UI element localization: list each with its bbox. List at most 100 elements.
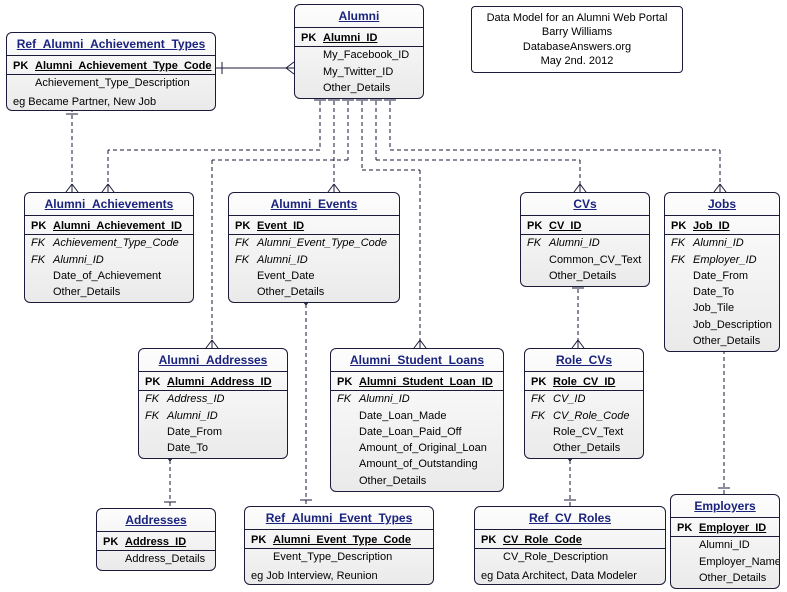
attr-name: Date_From bbox=[167, 425, 281, 439]
attr-row: Common_CV_Text bbox=[521, 252, 649, 268]
entity-ref_cv_roles: Ref_CV_Roles PKCV_Role_Code CV_Role_Descri… bbox=[474, 506, 666, 585]
attr-name: CV_Role_Description bbox=[503, 550, 659, 564]
attr-row: FKAddress_ID bbox=[139, 391, 287, 407]
key-col: FK bbox=[31, 253, 53, 267]
attr-name: Alumni_Achievement_ID bbox=[53, 219, 187, 233]
key-col bbox=[145, 425, 167, 439]
attr-name: Date_From bbox=[693, 269, 773, 283]
attr-row: Amount_of_Outstanding bbox=[331, 456, 503, 472]
entity-alumni_ach: Alumni_Achievements PKAlumni_Achievement_… bbox=[24, 192, 194, 303]
attr-name: Alumni_ID bbox=[167, 409, 281, 423]
key-col bbox=[235, 285, 257, 299]
attr-name: Alumni_ID bbox=[693, 236, 773, 250]
attr-name: Event_Date bbox=[257, 269, 393, 283]
entity-alumni: AlumniPKAlumni_IDMy_Facebook_IDMy_Twitte… bbox=[294, 4, 424, 99]
attr-row: Other_Details bbox=[665, 333, 779, 349]
attr-name: My_Twitter_ID bbox=[323, 65, 417, 79]
attr-name: Alumni_ID bbox=[699, 538, 773, 552]
key-col: PK bbox=[481, 533, 503, 547]
key-col: PK bbox=[671, 219, 693, 233]
attr-row: FKAlumni_ID bbox=[139, 408, 287, 424]
entity-title: Ref_Alumni_Event_Types bbox=[245, 507, 433, 530]
attr-row: PKJob_ID bbox=[665, 218, 779, 234]
entity-note: eg Data Architect, Data Modeler bbox=[475, 568, 665, 584]
attr-name: Job_Description bbox=[693, 318, 773, 332]
key-col bbox=[301, 65, 323, 79]
attr-row: Date_To bbox=[665, 284, 779, 300]
entity-title: Ref_CV_Roles bbox=[475, 507, 665, 530]
key-col: FK bbox=[31, 236, 53, 250]
attr-row: Date_From bbox=[139, 424, 287, 440]
key-col bbox=[301, 48, 323, 62]
attr-row: PKEmployer_ID bbox=[671, 520, 779, 536]
attr-row: CV_Role_Description bbox=[475, 549, 665, 565]
attr-row: Address_Details bbox=[97, 551, 215, 567]
key-col: FK bbox=[145, 392, 167, 406]
attr-row: PKAlumni_Achievement_Type_Code bbox=[7, 58, 215, 74]
attr-row: Amount_of_Original_Loan bbox=[331, 440, 503, 456]
key-col bbox=[531, 425, 553, 439]
attr-name: Alumni_Student_Loan_ID bbox=[359, 375, 497, 389]
key-col: FK bbox=[527, 236, 549, 250]
key-col: FK bbox=[671, 236, 693, 250]
entity-jobs: JobsPKJob_IDFKAlumni_IDFKEmployer_IDDate… bbox=[664, 192, 780, 352]
key-col bbox=[31, 269, 53, 283]
attr-name: CV_ID bbox=[549, 219, 643, 233]
key-col bbox=[677, 555, 699, 569]
attr-row: Event_Type_Description bbox=[245, 549, 433, 565]
key-col bbox=[671, 318, 693, 332]
attr-name: Employer_Name bbox=[699, 555, 780, 569]
key-col bbox=[337, 457, 359, 471]
attr-row: PKAlumni_Event_Type_Code bbox=[245, 532, 433, 548]
key-col: PK bbox=[235, 219, 257, 233]
key-col bbox=[251, 550, 273, 564]
key-col bbox=[337, 441, 359, 455]
attr-name: Date_Loan_Made bbox=[359, 409, 497, 423]
attr-row: Date_To bbox=[139, 440, 287, 456]
attr-row: FKEmployer_ID bbox=[665, 252, 779, 268]
attr-row: FKCV_ID bbox=[525, 391, 643, 407]
attr-name: Amount_of_Outstanding bbox=[359, 457, 497, 471]
attr-name: Date_Loan_Paid_Off bbox=[359, 425, 497, 439]
attr-row: Alumni_ID bbox=[671, 537, 779, 553]
attr-name: CV_ID bbox=[553, 392, 637, 406]
attr-name: Address_ID bbox=[125, 535, 209, 549]
attr-row: PKCV_Role_Code bbox=[475, 532, 665, 548]
attr-name: Other_Details bbox=[53, 285, 187, 299]
attr-row: PKAlumni_Student_Loan_ID bbox=[331, 374, 503, 390]
attr-row: FKAchievement_Type_Code bbox=[25, 235, 193, 251]
key-col bbox=[671, 285, 693, 299]
attr-row: Date_Loan_Paid_Off bbox=[331, 424, 503, 440]
attr-name: CV_Role_Code bbox=[553, 409, 637, 423]
key-col: FK bbox=[235, 236, 257, 250]
attr-row: PKAddress_ID bbox=[97, 534, 215, 550]
key-col bbox=[337, 474, 359, 488]
attr-name: Employer_ID bbox=[699, 521, 773, 535]
entity-note: eg Job Interview, Reunion bbox=[245, 568, 433, 584]
attr-row: Other_Details bbox=[331, 473, 503, 489]
info-line3: DatabaseAnswers.org bbox=[480, 40, 674, 54]
entity-alumni_addr: Alumni_AddressesPKAlumni_Address_IDFKAdd… bbox=[138, 348, 288, 459]
attr-row: PKCV_ID bbox=[521, 218, 649, 234]
attr-row: Other_Details bbox=[525, 440, 643, 456]
attr-row: FKAlumni_ID bbox=[25, 252, 193, 268]
key-col bbox=[527, 253, 549, 267]
attr-row: Date_of_Achievement bbox=[25, 268, 193, 284]
key-col bbox=[671, 301, 693, 315]
key-col: FK bbox=[531, 409, 553, 423]
key-col bbox=[145, 441, 167, 455]
key-col: PK bbox=[31, 219, 53, 233]
attr-name: Other_Details bbox=[323, 81, 417, 95]
info-line1: Data Model for an Alumni Web Portal bbox=[480, 11, 674, 25]
attr-row: Achievement_Type_Description bbox=[7, 75, 215, 91]
key-col bbox=[527, 269, 549, 283]
key-col: PK bbox=[145, 375, 167, 389]
info-line2: Barry Williams bbox=[480, 25, 674, 39]
attr-row: My_Facebook_ID bbox=[295, 47, 423, 63]
entity-addresses: AddressesPKAddress_IDAddress_Details bbox=[96, 508, 216, 571]
attr-row: Job_Tile bbox=[665, 300, 779, 316]
entity-title: Employers bbox=[671, 495, 779, 518]
entity-title: Alumni_Achievements bbox=[25, 193, 193, 216]
attr-name: Other_Details bbox=[549, 269, 643, 283]
attr-name: Address_Details bbox=[125, 552, 209, 566]
